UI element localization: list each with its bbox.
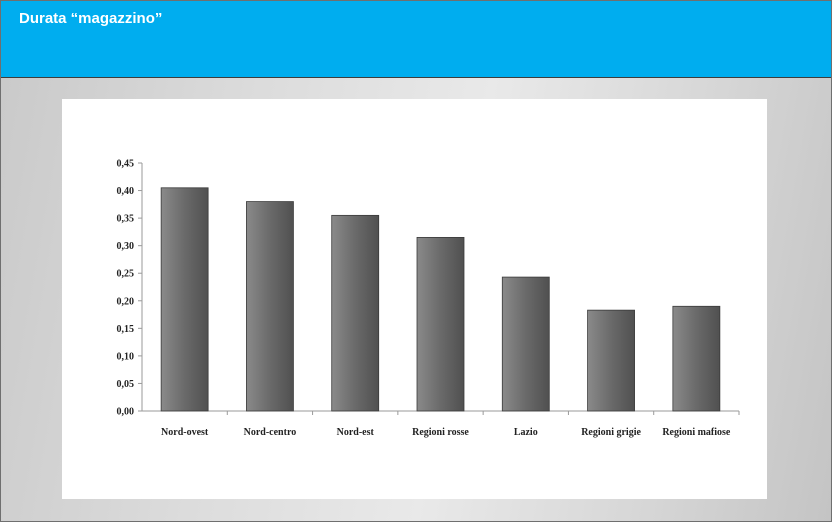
bar-chart: 0,00 0,05 0,10 0,15 0,20 0,25 0,30 0,35 0,40 0,45… xyxy=(117,159,740,438)
chart-card: 0,00 0,05 0,10 0,15 0,20 0,25 0,30 0,35 0,40 0,45… xyxy=(62,99,767,499)
x-axis: Nord-ovest Nord-centro Nord-est Regioni ros… xyxy=(142,410,740,438)
y-tick-label: 0,45 xyxy=(117,159,135,170)
bar xyxy=(501,276,550,412)
bar xyxy=(587,309,635,412)
x-tick-label: Nord-centro xyxy=(244,427,297,438)
x-tick-label: Nord-ovest xyxy=(161,427,209,438)
y-tick-label: 0,15 xyxy=(117,324,135,335)
bar xyxy=(416,236,465,412)
y-tick-label: 0,20 xyxy=(117,296,135,307)
y-tick-label: 0,00 xyxy=(117,407,135,418)
slide-title: Durata “magazzino” xyxy=(19,10,163,27)
bar xyxy=(246,201,294,412)
y-tick-label: 0,25 xyxy=(117,269,135,280)
y-tick-label: 0,10 xyxy=(117,351,135,362)
y-axis: 0,00 0,05 0,10 0,15 0,20 0,25 0,30 0,35 0,40 0,45 xyxy=(117,159,143,418)
bar xyxy=(331,214,380,412)
bars xyxy=(160,187,721,412)
y-tick-label: 0,30 xyxy=(117,241,135,252)
bar xyxy=(672,305,721,412)
bar xyxy=(160,187,209,412)
x-tick-label: Nord-est xyxy=(337,427,375,438)
y-tick-label: 0,05 xyxy=(117,379,135,390)
x-tick-label: Regioni mafiose xyxy=(662,427,731,438)
y-tick-label: 0,35 xyxy=(117,214,135,225)
x-tick-label: Regioni rosse xyxy=(412,427,469,438)
slide-header: Durata “magazzino” xyxy=(1,1,831,78)
x-tick-label: Regioni grigie xyxy=(581,427,641,438)
x-tick-label: Lazio xyxy=(514,427,538,438)
y-tick-label: 0,40 xyxy=(117,186,135,197)
